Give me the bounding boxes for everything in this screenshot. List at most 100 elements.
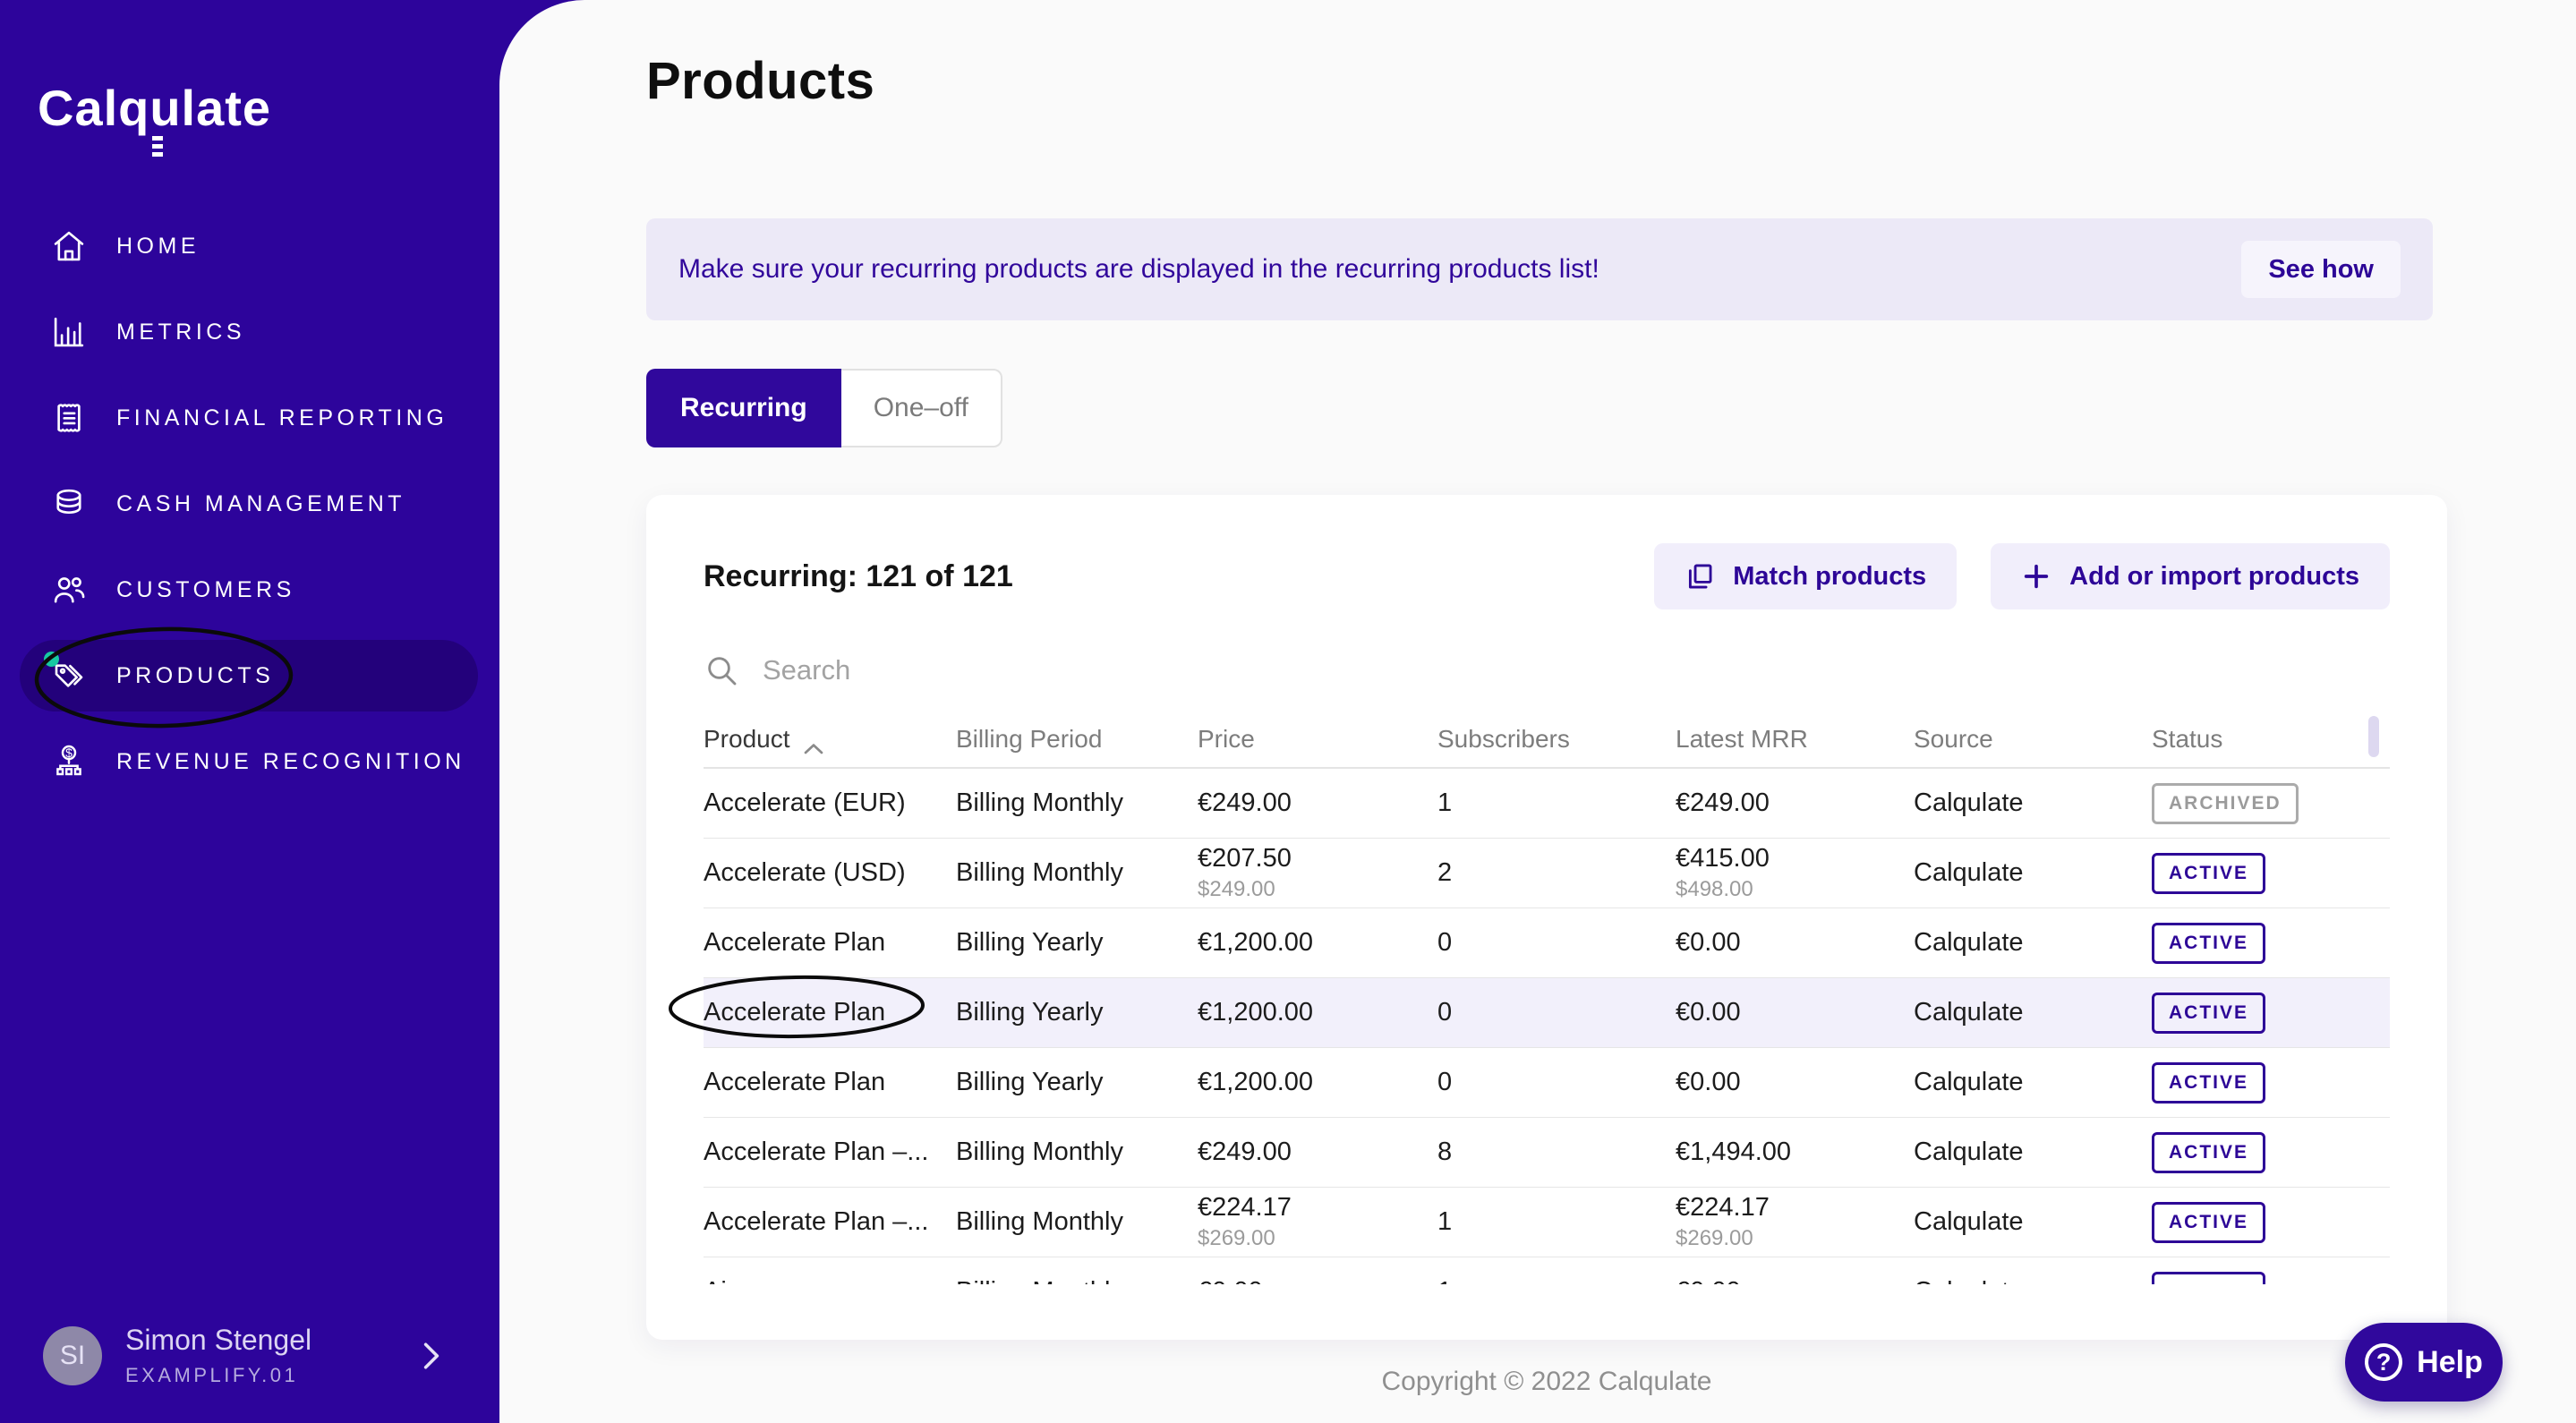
banner-message: Make sure your recurring products are di… (678, 254, 1599, 284)
column-header-subscribers[interactable]: Subscribers (1437, 725, 1570, 753)
sidebar-item-label: CASH MANAGEMENT (116, 490, 406, 516)
cell-source: Calqulate (1914, 928, 2024, 957)
sidebar-item-revenue-recognition[interactable]: $ REVENUE RECOGNITION (0, 719, 499, 805)
financial-reporting-icon (50, 399, 88, 437)
main-content: Products Make sure your recurring produc… (499, 0, 2576, 1423)
cell-product: Accelerate Plan –... (704, 1207, 929, 1236)
help-button[interactable]: ? Help (2345, 1323, 2503, 1402)
cell-price: €1,200.00 (1198, 1068, 1314, 1096)
sidebar-item-label: PRODUCTS (116, 662, 275, 688)
cell-product: Accelerate (USD) (704, 858, 906, 887)
cell-subscribers: 1 (1437, 1207, 1453, 1236)
cell-product: Accelerate (EUR) (704, 788, 906, 817)
tab-one-off[interactable]: One–off (840, 369, 1002, 447)
cell-latest-mrr: €0.00 (1676, 1068, 1741, 1096)
sidebar-item-financial-reporting[interactable]: FINANCIAL REPORTING (0, 375, 499, 461)
cell-status: ACTIVE (2152, 1201, 2367, 1243)
table-row[interactable]: Accelerate Plan Billing Yearly €1,200.00 0 €… (704, 978, 2390, 1048)
table-row[interactable]: Accelerate (USD) Billing Monthly €207.50 $2… (704, 839, 2390, 908)
page-title: Products (646, 52, 875, 110)
sidebar-item-metrics[interactable]: METRICS (0, 289, 499, 375)
column-header-status[interactable]: Status (2152, 725, 2223, 753)
avatar-initials: SI (59, 1340, 86, 1370)
search-icon (704, 652, 739, 688)
plus-icon (2021, 561, 2051, 592)
cell-status: ARCHIVED (2152, 782, 2367, 824)
sidebar-item-label: HOME (116, 233, 200, 259)
match-products-button[interactable]: Match products (1654, 543, 1958, 609)
cell-source: Calqulate (1914, 1207, 2024, 1236)
table-row[interactable]: Accelerate Plan Billing Yearly €1,200.00 0 €… (704, 908, 2390, 978)
cell-subscribers: 0 (1437, 1068, 1453, 1096)
cell-subscribers: 0 (1437, 998, 1453, 1027)
status-badge: ACTIVE (2152, 1271, 2266, 1284)
column-header-product[interactable]: Product (704, 725, 956, 754)
logo-text: Calqulate (38, 80, 272, 136)
column-header-latest-mrr[interactable]: Latest MRR (1676, 725, 1808, 753)
cell-billing-period: Billing Monthly (956, 788, 1123, 817)
cell-status: ACTIVE (2152, 852, 2367, 894)
cell-status: ACTIVE (2152, 992, 2367, 1034)
cell-source: Calqulate (1914, 998, 2024, 1027)
table-row[interactable]: Accelerate Plan Billing Yearly €1,200.00 0 €… (704, 1048, 2390, 1118)
cell-subscribers: 1 (1437, 1277, 1676, 1284)
chevron-right-icon[interactable] (422, 1342, 440, 1370)
cell-latest-mrr: €0.00 (1676, 928, 1741, 957)
cell-source: Calqulate (1914, 788, 2024, 817)
cell-product: Accelerate Plan (704, 998, 886, 1027)
sidebar-item-products[interactable]: PRODUCTS (0, 633, 499, 719)
info-banner: Make sure your recurring products are di… (646, 218, 2433, 320)
cell-product: Aina (704, 1277, 956, 1284)
cell-latest-mrr: €1,494.00 (1676, 1138, 1792, 1166)
table-row[interactable]: Accelerate (EUR) Billing Monthly €249.00 1 €… (704, 769, 2390, 839)
cash-management-icon (50, 485, 88, 523)
tab-recurring[interactable]: Recurring (646, 369, 841, 447)
cell-latest-mrr: €0.00 (1676, 1277, 1914, 1284)
table-row[interactable]: Accelerate Plan –... Billing Monthly €249.… (704, 1118, 2390, 1188)
cell-price: €0.00 (1198, 1277, 1437, 1284)
cell-billing-period: Billing Yearly (956, 1068, 1104, 1096)
cell-source: Calqulate (1914, 1138, 2024, 1166)
avatar: SI (43, 1325, 102, 1385)
see-how-button[interactable]: See how (2241, 241, 2401, 298)
search-input[interactable] (761, 653, 1301, 687)
status-badge: ACTIVE (2152, 992, 2266, 1034)
cell-status: ACTIVE (2152, 1061, 2367, 1103)
table-scrollbar-thumb[interactable] (2368, 716, 2379, 757)
column-header-price[interactable]: Price (1198, 725, 1255, 753)
cell-billing-period: Billing Monthly (956, 858, 1123, 887)
cell-subscribers: 1 (1437, 788, 1453, 817)
customers-icon (50, 571, 88, 609)
products-card: Recurring: 121 of 121 Match products Add… (646, 495, 2447, 1340)
user-profile[interactable]: SI Simon Stengel EXAMPLIFY.01 (0, 1324, 499, 1387)
recurring-count-label: Recurring: 121 of 121 (704, 558, 1013, 593)
column-header-source[interactable]: Source (1914, 725, 1993, 753)
user-meta: Simon Stengel EXAMPLIFY.01 (125, 1324, 422, 1387)
cell-price: €207.50 $249.00 (1198, 844, 1292, 901)
add-import-products-label: Add or import products (2069, 561, 2359, 591)
cell-status: ACTIVE (2152, 1131, 2367, 1173)
cell-subscribers: 2 (1437, 858, 1453, 887)
help-label: Help (2417, 1344, 2483, 1379)
cell-billing-period: Billing Monthly (956, 1207, 1123, 1236)
cell-product: Accelerate Plan (704, 928, 886, 957)
home-icon (50, 227, 88, 265)
logo-drip-icon (152, 136, 163, 157)
user-workspace: EXAMPLIFY.01 (125, 1364, 299, 1386)
status-badge: ARCHIVED (2152, 782, 2299, 824)
table-row[interactable]: Accelerate Plan –... Billing Monthly €224.… (704, 1188, 2390, 1257)
sidebar-item-cash-management[interactable]: CASH MANAGEMENT (0, 461, 499, 547)
cell-product: Accelerate Plan (704, 1068, 886, 1096)
sidebar-nav: HOME METRICS FINANCIAL REPORTING CASH MA… (0, 203, 499, 805)
add-import-products-button[interactable]: Add or import products (1991, 543, 2390, 609)
cell-billing-period: Billing Yearly (956, 998, 1104, 1027)
sidebar-item-customers[interactable]: CUSTOMERS (0, 547, 499, 633)
sidebar-item-home[interactable]: HOME (0, 203, 499, 289)
search-bar (704, 651, 2390, 690)
sidebar-item-label: METRICS (116, 319, 245, 345)
cell-price: €249.00 (1198, 1138, 1292, 1166)
table-row[interactable]: AinaBilling Monthly€0.001€0.00CalqulateA… (704, 1257, 2390, 1284)
cell-latest-mrr: €0.00 (1676, 998, 1741, 1027)
column-header-billing-period[interactable]: Billing Period (956, 725, 1103, 753)
cell-status: ACTIVE (2152, 1271, 2367, 1284)
